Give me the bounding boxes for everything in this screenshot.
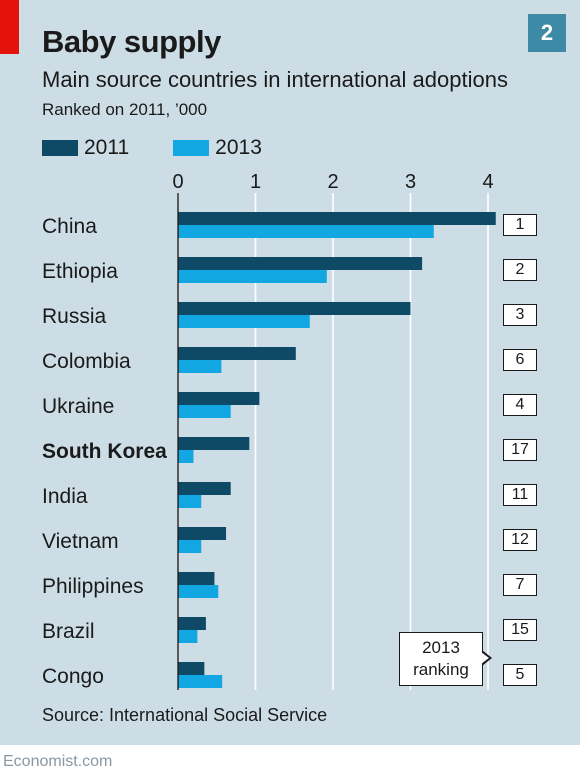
source-note: Source: International Social Service bbox=[42, 705, 328, 725]
chart-units-note: Ranked on 2011, ’000 bbox=[42, 100, 208, 119]
bar-2013-6 bbox=[178, 495, 202, 508]
bar-2013-7 bbox=[178, 540, 202, 553]
bar-2013-2 bbox=[178, 315, 310, 328]
bar-2013-4 bbox=[178, 405, 231, 418]
bar-2011-4 bbox=[178, 392, 260, 405]
legend-item-2011: 2011 bbox=[42, 136, 129, 160]
rank-box-4: 4 bbox=[503, 394, 537, 416]
x-tick-label-4: 4 bbox=[482, 171, 493, 193]
bar-chart: 0 1 2 3 4 China Ethiopia Russia Colombia Ukraine S… bbox=[42, 171, 496, 690]
chart-panel bbox=[0, 0, 580, 745]
bar-2011-1 bbox=[178, 257, 423, 270]
ranking-callout-line-2: ranking bbox=[413, 660, 469, 679]
rank-box-8: 7 bbox=[503, 574, 537, 596]
bar-2011-2 bbox=[178, 302, 411, 315]
bar-2011-8 bbox=[178, 572, 215, 585]
chart-number-badge: 2 bbox=[528, 14, 566, 52]
category-label-10: Congo bbox=[42, 665, 104, 688]
category-label-5: South Korea bbox=[42, 440, 167, 463]
ranking-callout-line-1: 2013 bbox=[422, 638, 460, 657]
bar-2013-8 bbox=[178, 585, 219, 598]
legend: 2011 2013 bbox=[42, 136, 306, 160]
category-label-2: Russia bbox=[42, 305, 107, 328]
rank-box-9: 15 bbox=[503, 619, 537, 641]
category-label-0: China bbox=[42, 215, 97, 238]
ranking-callout: 2013 ranking bbox=[399, 632, 483, 686]
legend-label-2013: 2013 bbox=[215, 136, 262, 159]
category-label-6: India bbox=[42, 485, 88, 508]
category-label-1: Ethiopia bbox=[42, 260, 118, 283]
bar-2013-0 bbox=[178, 225, 434, 238]
rank-box-2: 3 bbox=[503, 304, 537, 326]
x-tick-label-3: 3 bbox=[405, 171, 416, 193]
bar-2011-3 bbox=[178, 347, 296, 360]
legend-item-2013: 2013 bbox=[173, 136, 262, 160]
brand-red-tab bbox=[0, 0, 19, 54]
rank-box-7: 12 bbox=[503, 529, 537, 551]
bar-2011-5 bbox=[178, 437, 250, 450]
bar-2011-9 bbox=[178, 617, 206, 630]
rank-box-1: 2 bbox=[503, 259, 537, 281]
legend-swatch-2011 bbox=[42, 140, 78, 156]
rank-box-5: 17 bbox=[503, 439, 537, 461]
rank-box-0: 1 bbox=[503, 214, 537, 236]
chart-title: Baby supply bbox=[42, 24, 221, 59]
bar-2013-5 bbox=[178, 450, 194, 463]
bar-2011-0 bbox=[178, 212, 496, 225]
bar-2013-1 bbox=[178, 270, 327, 283]
ranking-callout-arrow-fill bbox=[481, 652, 489, 664]
category-label-4: Ukraine bbox=[42, 395, 114, 418]
bar-2013-10 bbox=[178, 675, 223, 688]
rank-box-6: 11 bbox=[503, 484, 537, 506]
category-label-9: Brazil bbox=[42, 620, 95, 643]
bar-2011-10 bbox=[178, 662, 205, 675]
category-label-7: Vietnam bbox=[42, 530, 119, 553]
rank-box-3: 6 bbox=[503, 349, 537, 371]
x-tick-label-2: 2 bbox=[327, 171, 338, 193]
rank-box-10: 5 bbox=[503, 664, 537, 686]
legend-swatch-2013 bbox=[173, 140, 210, 156]
x-tick-label-1: 1 bbox=[250, 171, 261, 193]
bar-2013-9 bbox=[178, 630, 198, 643]
bar-2013-3 bbox=[178, 360, 222, 373]
legend-label-2011: 2011 bbox=[84, 136, 130, 159]
bar-2011-6 bbox=[178, 482, 231, 495]
x-tick-label-0: 0 bbox=[172, 171, 183, 193]
category-label-8: Philippines bbox=[42, 575, 144, 598]
chart-subtitle: Main source countries in international a… bbox=[42, 67, 508, 92]
bar-2011-7 bbox=[178, 527, 227, 540]
category-label-3: Colombia bbox=[42, 350, 131, 373]
footer-brand: Economist.com bbox=[3, 753, 113, 770]
